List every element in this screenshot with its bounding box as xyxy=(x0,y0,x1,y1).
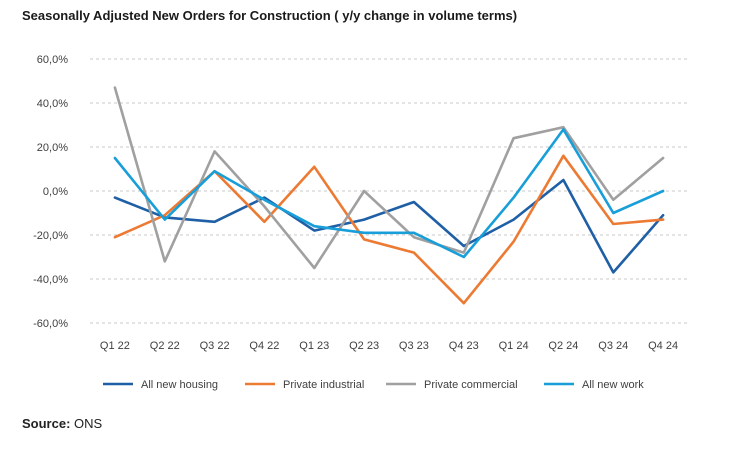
chart-title: Seasonally Adjusted New Orders for Const… xyxy=(22,8,518,23)
source-note: Source: ONS xyxy=(22,416,102,431)
x-tick-label: Q1 22 xyxy=(100,340,130,352)
legend-label-all-new-work: All new work xyxy=(582,379,644,391)
x-tick-label: Q3 24 xyxy=(598,340,628,352)
series-line-all-new-work xyxy=(113,128,665,259)
legend-label-all-new-housing: All new housing xyxy=(141,379,218,391)
legend-label-private-commercial: Private commercial xyxy=(424,379,518,391)
y-tick-label: 20,0% xyxy=(37,142,68,154)
x-tick-label: Q2 24 xyxy=(548,340,578,352)
x-tick-label: Q2 22 xyxy=(150,340,180,352)
x-tick-label: Q3 22 xyxy=(200,340,230,352)
x-tick-label: Q4 23 xyxy=(449,340,479,352)
line-chart: 60,0% 40,0% 20,0% 0,0% -20,0% -40,0% -60,0% Q1… xyxy=(33,54,688,391)
x-tick-label: Q1 24 xyxy=(499,340,529,352)
x-tick-label: Q4 24 xyxy=(648,340,678,352)
x-tick-label: Q3 23 xyxy=(399,340,429,352)
x-tick-label: Q2 23 xyxy=(349,340,379,352)
grid-lines xyxy=(90,58,688,324)
y-tick-label: 40,0% xyxy=(37,98,68,110)
legend-label-private-industrial: Private industrial xyxy=(283,379,364,391)
y-tick-label: -20,0% xyxy=(33,230,68,242)
series-line-private-commercial xyxy=(113,86,665,270)
y-tick-label: 0,0% xyxy=(43,186,68,198)
x-tick-label: Q4 22 xyxy=(249,340,279,352)
series-lines xyxy=(113,86,665,305)
source-value: ONS xyxy=(74,416,103,431)
x-axis-ticks: Q1 22 Q2 22 Q3 22 Q4 22 Q1 23 Q2 23 Q3 23 Q4 23… xyxy=(100,340,678,352)
legend: All new housing Private industrial Private… xyxy=(103,379,644,391)
source-label: Source: xyxy=(22,416,71,431)
y-tick-label: 60,0% xyxy=(37,54,68,66)
series-line-private-industrial xyxy=(113,154,665,305)
y-tick-label: -60,0% xyxy=(33,318,68,330)
y-axis-ticks: 60,0% 40,0% 20,0% 0,0% -20,0% -40,0% -60,0% xyxy=(33,54,68,330)
x-tick-label: Q1 23 xyxy=(299,340,329,352)
series-line-all-new-housing xyxy=(113,178,665,274)
y-tick-label: -40,0% xyxy=(33,274,68,286)
